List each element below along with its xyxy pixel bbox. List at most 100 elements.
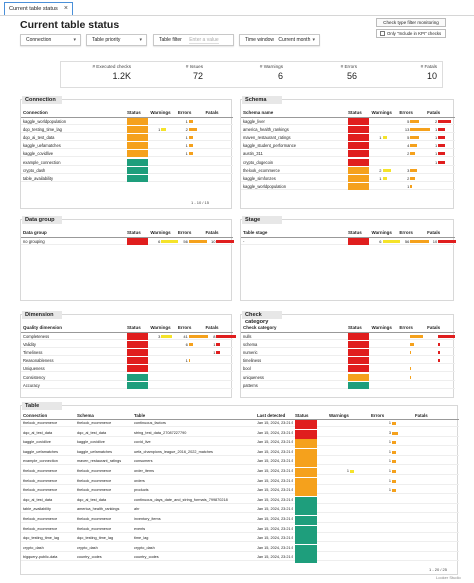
table-row[interactable]: thelook_ecommerce 2 3 xyxy=(241,166,455,174)
column-header[interactable]: Fatals xyxy=(415,413,428,418)
column-header[interactable]: Warnings xyxy=(150,110,171,115)
column-header[interactable]: Warnings xyxy=(150,230,171,235)
table-row[interactable]: kaggle_student_performance 4 1 xyxy=(241,142,455,150)
column-header[interactable]: Fatals xyxy=(205,325,219,330)
table-row[interactable]: kaggle_covidlive 1 xyxy=(21,150,233,158)
cell-s: thelook_ecommerce xyxy=(77,517,112,521)
column-header[interactable]: Errors xyxy=(177,325,192,330)
table-row[interactable]: table_availability xyxy=(21,174,233,182)
table-row[interactable]: no grouping 6 56 10 xyxy=(21,238,235,245)
table-row[interactable]: uniqueness xyxy=(241,373,455,381)
column-header[interactable]: Status xyxy=(295,413,309,418)
table-row[interactable]: table_availability america_health_ranking… xyxy=(21,506,459,516)
row-name: Uniqueness xyxy=(23,366,45,372)
table-row[interactable]: patterns xyxy=(241,381,455,389)
table-row[interactable]: kaggle_worldpopulation 1 xyxy=(21,118,233,125)
table-row[interactable]: thelook_ecommerce thelook_ecommerce contin… xyxy=(21,420,459,429)
kpi-checkbox[interactable]: Only "Include in KPI" checks xyxy=(376,29,446,38)
table-row[interactable]: thelook_ecommerce thelook_ecommerce order_… xyxy=(21,468,459,477)
tab-current-table-status[interactable]: Current table status × xyxy=(4,2,73,15)
table-row[interactable]: thelook_ecommerce thelook_ecommerce orders… xyxy=(21,477,459,487)
column-header[interactable]: Status xyxy=(127,325,141,330)
row-name: kaggle_worldpopulation xyxy=(243,183,287,189)
table-row[interactable]: example_connection maven_restaurant_ratin… xyxy=(21,458,459,468)
table-row[interactable]: kaggle_liver 5 2 xyxy=(241,118,455,125)
table-row[interactable]: Validity 6 1 xyxy=(21,341,233,349)
pagination[interactable]: 1 - 10 / 15 xyxy=(190,200,209,205)
table-row[interactable]: Uniqueness xyxy=(21,365,233,373)
checkbox-icon[interactable] xyxy=(380,31,385,36)
column-header[interactable]: Status xyxy=(348,230,362,235)
column-header[interactable]: Warnings xyxy=(329,413,349,418)
column-header[interactable]: Status xyxy=(127,230,141,235)
column-header[interactable]: Errors xyxy=(399,230,413,235)
table-row[interactable]: timeliness xyxy=(241,357,455,365)
table-row[interactable]: bool xyxy=(241,365,455,373)
table-row[interactable]: thelook_ecommerce thelook_ecommerce invent… xyxy=(21,516,459,525)
table-row[interactable]: maven_restaurant_ratings 1 5 1 xyxy=(241,134,455,142)
table-row[interactable]: austin_311 2 1 xyxy=(241,150,455,158)
table-row[interactable]: kaggle_simfonzes 1 2 xyxy=(241,174,455,182)
table-row[interactable]: nulls xyxy=(241,333,456,340)
pagination[interactable]: 1 - 20 / 25 xyxy=(428,567,447,572)
column-header[interactable]: Fatals xyxy=(427,110,441,115)
column-header[interactable]: Fatals xyxy=(427,325,441,330)
column-header[interactable]: Errors xyxy=(371,413,385,418)
table-row[interactable]: schema xyxy=(241,341,455,349)
table-row[interactable]: Reasonableness 1 xyxy=(21,357,233,365)
table-row[interactable]: thelook_ecommerce thelook_ecommerce produc… xyxy=(21,487,459,497)
close-icon[interactable]: × xyxy=(63,5,68,12)
column-header[interactable]: Errors xyxy=(399,110,413,115)
column-header[interactable]: Table xyxy=(134,413,146,418)
table-row[interactable]: crypto_dogecoin 1 xyxy=(241,158,455,166)
table-row[interactable]: dqo_testing_time_lag 1 2 xyxy=(21,126,233,134)
table-row[interactable]: - 6 56 10 xyxy=(241,238,457,245)
table-row[interactable]: kaggle_uefamatches 1 xyxy=(21,142,233,150)
column-header[interactable]: Status xyxy=(348,325,362,330)
column-header[interactable]: Warnings xyxy=(150,325,171,330)
column-header[interactable]: Fatals xyxy=(205,110,219,115)
check-type-filter[interactable]: Check type filter monitoring xyxy=(376,18,446,27)
table-row[interactable]: america_health_rankings 13 1 xyxy=(241,126,455,134)
w-bar xyxy=(382,176,387,180)
status-cell xyxy=(295,429,317,439)
f-bar xyxy=(438,335,456,338)
time-window-filter[interactable]: Time window Current month ▾ xyxy=(239,34,320,46)
table-row[interactable]: dqo_ai_test_data dqo_ai_test_data string_t… xyxy=(21,429,459,439)
f-bar xyxy=(216,240,235,243)
table-filter[interactable]: Table filter Enter a value xyxy=(153,34,234,46)
table-row[interactable]: bigquery-public-data country_codes country… xyxy=(21,554,459,564)
column-header[interactable]: Errors xyxy=(177,230,192,235)
column-header[interactable]: Errors xyxy=(177,110,192,115)
status-cell xyxy=(295,458,317,468)
column-header[interactable]: Warnings xyxy=(371,110,392,115)
column-header[interactable]: Fatals xyxy=(427,230,441,235)
table-row[interactable]: Completeness 3 41 8 xyxy=(21,333,236,340)
table-priority-filter[interactable]: Table priority ▾ xyxy=(86,34,147,46)
table-row[interactable]: dqo_ai_test_data 1 xyxy=(21,134,233,142)
table-row[interactable]: numeric xyxy=(241,349,455,357)
table-row[interactable]: Accuracy xyxy=(21,381,233,389)
column-header[interactable]: Last detected xyxy=(257,413,286,418)
column-header[interactable]: Warnings xyxy=(371,230,392,235)
table-row[interactable]: dqo_ai_test_data dqo_ai_test_data continuo… xyxy=(21,496,459,506)
table-row[interactable]: kaggle_uefamatches kaggle_uefamatches uefa… xyxy=(21,448,459,458)
table-row[interactable]: Timeliness 1 xyxy=(21,349,233,357)
table-row[interactable]: crypto_dash crypto_dash crypto_dash Jan 15,… xyxy=(21,544,459,554)
column-header[interactable]: Schema xyxy=(77,413,94,418)
column-header[interactable]: Connection xyxy=(23,413,48,418)
connection-filter[interactable]: Connection ▾ xyxy=(20,34,81,46)
table-filter-input[interactable]: Enter a value xyxy=(189,37,219,44)
table-row[interactable]: kaggle_worldpopulation 1 xyxy=(241,182,455,190)
column-header[interactable]: Status xyxy=(348,110,362,115)
column-header[interactable]: Warnings xyxy=(371,325,392,330)
table-row[interactable]: thelook_ecommerce thelook_ecommerce events… xyxy=(21,525,459,535)
table-row[interactable]: example_connection xyxy=(21,158,233,166)
column-header[interactable]: Errors xyxy=(399,325,413,330)
table-row[interactable]: kaggle_covidlive kaggle_covidlive covid_li… xyxy=(21,439,459,449)
column-header[interactable]: Fatals xyxy=(205,230,219,235)
table-row[interactable]: Consistency xyxy=(21,373,233,381)
table-row[interactable]: crypto_dash xyxy=(21,166,233,174)
column-header[interactable]: Status xyxy=(127,110,141,115)
table-row[interactable]: dqo_testing_time_lag dqo_testing_time_lag… xyxy=(21,535,459,545)
